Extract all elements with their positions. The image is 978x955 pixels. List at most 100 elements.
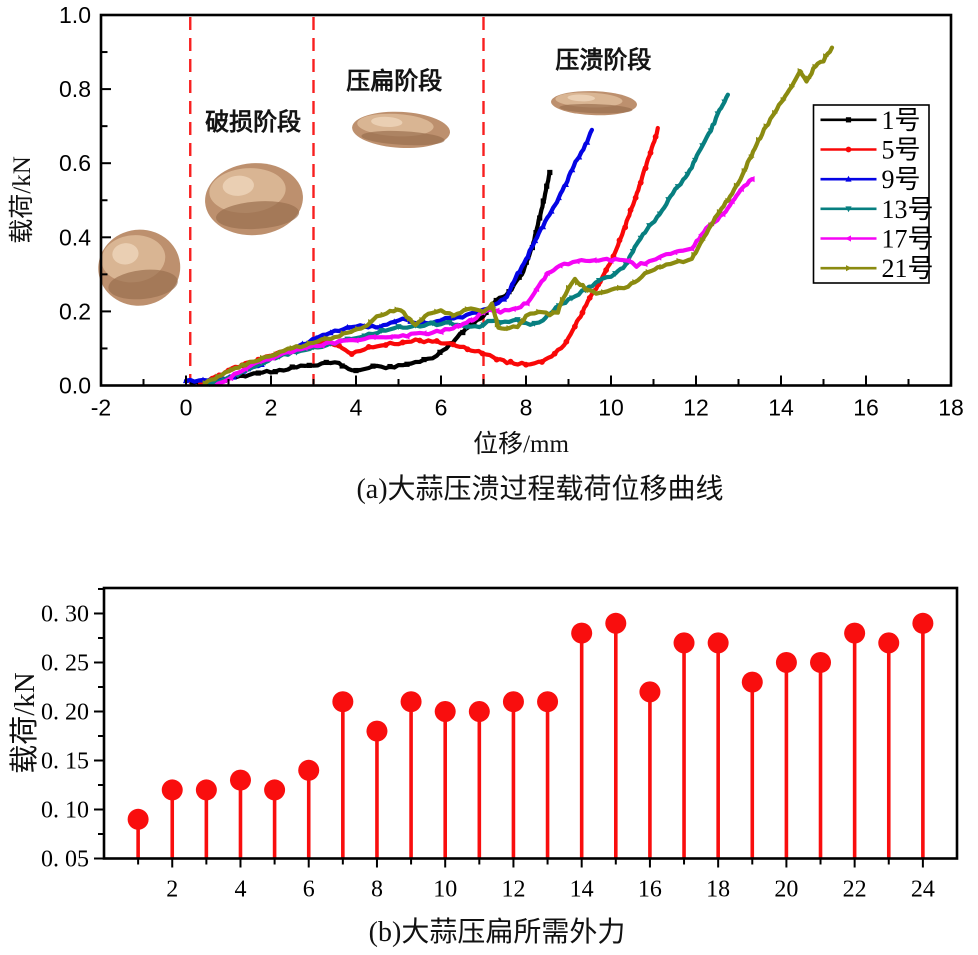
stem-sample-5 [264,779,286,858]
stem-marker [127,808,149,830]
stem-sample-1 [127,808,149,858]
marker-square [533,230,539,236]
marker-square [353,367,359,374]
marker-circle [632,194,639,201]
marker-triangle-down [463,324,470,331]
chart-b-flattening-force: 2 4 6 8 10 12 14 16 18 20 22 240. 050. 100. 150. 20… [41,586,959,903]
marker-triangle-right [805,75,812,82]
marker-triangle-right [756,136,762,144]
marker-triangle-left [719,211,726,218]
chart-a-x-axis-title: 位移/mm [473,430,569,458]
marker-triangle-down [665,197,672,203]
marker-triangle-right [566,284,572,292]
x-tick-label: 2 [265,395,278,421]
chart-a-frame [99,13,953,387]
marker-triangle-right [617,284,623,291]
marker-square [387,363,393,370]
marker-triangle-up [327,329,334,336]
stage-label-1: 破损阶段 [205,108,301,136]
chart-b-frame [102,586,959,860]
x-tick-label: 20 [774,877,798,903]
stem-marker [912,612,934,634]
marker-circle [382,342,389,348]
marker-triangle-right [289,345,296,352]
garlic-cracked-photo [205,163,303,236]
x-tick-label: 22 [843,877,867,903]
series-curve-17号 [214,176,755,387]
stem-marker [537,691,559,713]
garlic-cracked-shadow [216,201,300,230]
marker-triangle-down [637,235,644,242]
marker-circle [348,351,355,357]
marker-triangle-up [576,153,583,160]
garlic-intact-photo [98,229,181,306]
y-tick-label: 0. 15 [41,748,89,774]
stem-marker [468,700,490,722]
garlic-flattened-photo [352,111,450,149]
marker-triangle-up [391,318,398,325]
marker-triangle-right [464,306,471,313]
marker-circle [845,146,852,153]
x-tick-label: 8 [520,395,533,421]
marker-triangle-left [466,317,473,324]
caption-b: (b)大蒜压扁所需外力 [369,916,626,948]
stem-marker [400,691,422,713]
x-tick-label: 18 [938,395,964,421]
marker-square [493,297,499,304]
marker-triangle-left [688,245,695,252]
marker-triangle-left [420,330,427,337]
marker-triangle-down [497,320,504,327]
marker-triangle-right [306,340,313,347]
marker-triangle-left [386,333,393,341]
marker-triangle-up [516,268,523,275]
legend-label: 5号 [882,136,921,165]
marker-triangle-down [674,184,682,191]
marker-triangle-right [551,309,558,316]
marker-triangle-right [451,312,458,319]
marker-triangle-up [508,280,516,287]
marker-triangle-left [242,365,248,372]
marker-triangle-right [676,257,683,265]
marker-square [189,380,195,386]
stem-marker [707,632,729,654]
marker-triangle-up [555,194,562,201]
chart-a-load-displacement: 破损阶段 压扁阶段 压溃阶段 -2 0 2 4 6 8 10 12 14 16 18 0.0 0.2 0.4 0.… [59,2,964,421]
stem-marker [434,700,456,722]
marker-triangle-up [454,313,462,320]
x-tick-label: 10 [598,395,624,421]
caption-a: (a)大蒜压溃过程载荷位移曲线 [356,473,723,505]
stem-sample-9 [400,691,422,858]
marker-square [537,215,543,221]
stem-sample-22 [844,622,866,858]
stem-sample-12 [502,691,524,858]
chart-a-y-axis-title: 载荷/kN [8,156,36,244]
marker-triangle-left [590,257,597,264]
legend-entry-5号: 5号 [820,136,921,165]
marker-triangle-right [323,335,330,342]
y-tick-label: 0.4 [59,224,91,250]
marker-triangle-right [716,209,723,216]
garlic-flattened-sheen [371,116,403,127]
marker-triangle-left [509,305,516,312]
marker-triangle-right [575,279,581,286]
marker-triangle-up [500,295,508,302]
marker-circle [579,309,586,316]
y-tick-label: 0. 25 [41,650,89,676]
marker-circle [616,237,623,244]
marker-square [404,361,410,367]
marker-triangle-right [559,296,566,303]
stem-marker [264,779,286,801]
marker-square [540,198,546,204]
stem-sample-11 [468,700,490,858]
stem-marker [741,671,763,693]
marker-triangle-right [741,167,748,175]
marker-triangle-right [763,123,770,130]
stem-sample-14 [571,622,593,858]
marker-square [272,369,278,375]
marker-circle [586,294,593,301]
marker-square [845,117,852,123]
y-tick-label: 0.0 [59,373,91,399]
x-tick-label: 8 [371,877,383,903]
marker-triangle-right [273,351,280,358]
